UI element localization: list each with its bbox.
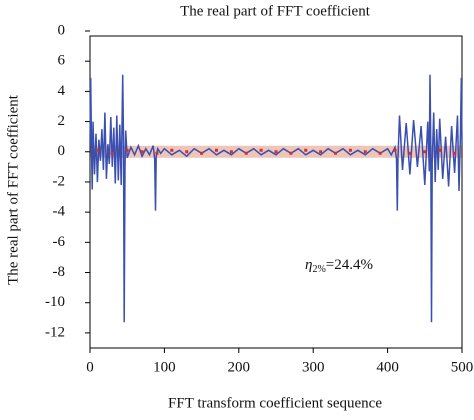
annotation-symbol: η (305, 257, 312, 273)
y-tick-label: -10 (45, 294, 65, 310)
marker (348, 148, 352, 152)
marker (110, 151, 114, 155)
marker (393, 148, 397, 152)
marker (438, 148, 442, 152)
marker (185, 150, 189, 154)
y-tick-label: 0 (58, 143, 66, 159)
chart-title: The real part of FFT coefficient (180, 3, 371, 19)
annotation-subscript: 2% (312, 264, 325, 275)
x-tick-label: 400 (376, 359, 399, 375)
marker (334, 151, 338, 155)
marker (200, 151, 204, 155)
y-tick-label: 6 (58, 53, 66, 69)
y-tick-label: 4 (58, 83, 66, 99)
marker (423, 150, 427, 154)
y-tick-label: 2 (58, 113, 66, 129)
y-tick-label: -8 (53, 264, 66, 280)
marker (140, 150, 144, 154)
x-tick-label: 200 (228, 359, 251, 375)
y-tick-label: -4 (53, 204, 66, 220)
marker (170, 148, 174, 152)
marker (289, 151, 293, 155)
x-tick-label: 500 (451, 359, 474, 375)
marker (214, 148, 218, 152)
plot-frame (89, 35, 463, 349)
x-tick-label: 100 (153, 359, 176, 375)
annotation-text: =24.4% (326, 257, 373, 273)
marker (155, 151, 159, 155)
marker (244, 151, 248, 155)
y-axis-label: The real part of FFT coefficient (5, 94, 21, 285)
marker (319, 150, 323, 154)
y-tick-label: -12 (45, 324, 65, 340)
marker (363, 150, 367, 154)
marker (229, 150, 233, 154)
x-tick-label: 0 (86, 359, 94, 375)
marker (378, 151, 382, 155)
marker (95, 148, 99, 152)
marker (408, 151, 412, 155)
marker (453, 151, 457, 155)
y-tick-label: -6 (53, 234, 66, 250)
x-tick-label: 300 (302, 359, 325, 375)
marker (304, 148, 308, 152)
marker (274, 150, 278, 154)
x-axis-label: FFT transform coefficient sequence (168, 395, 382, 411)
y-tick-label: 0 (58, 22, 66, 38)
signal-line (89, 74, 463, 323)
y-tick-label: -2 (53, 173, 66, 189)
marker (125, 148, 129, 152)
annotation: η2%=24.4% (305, 257, 373, 275)
marker (259, 148, 263, 152)
